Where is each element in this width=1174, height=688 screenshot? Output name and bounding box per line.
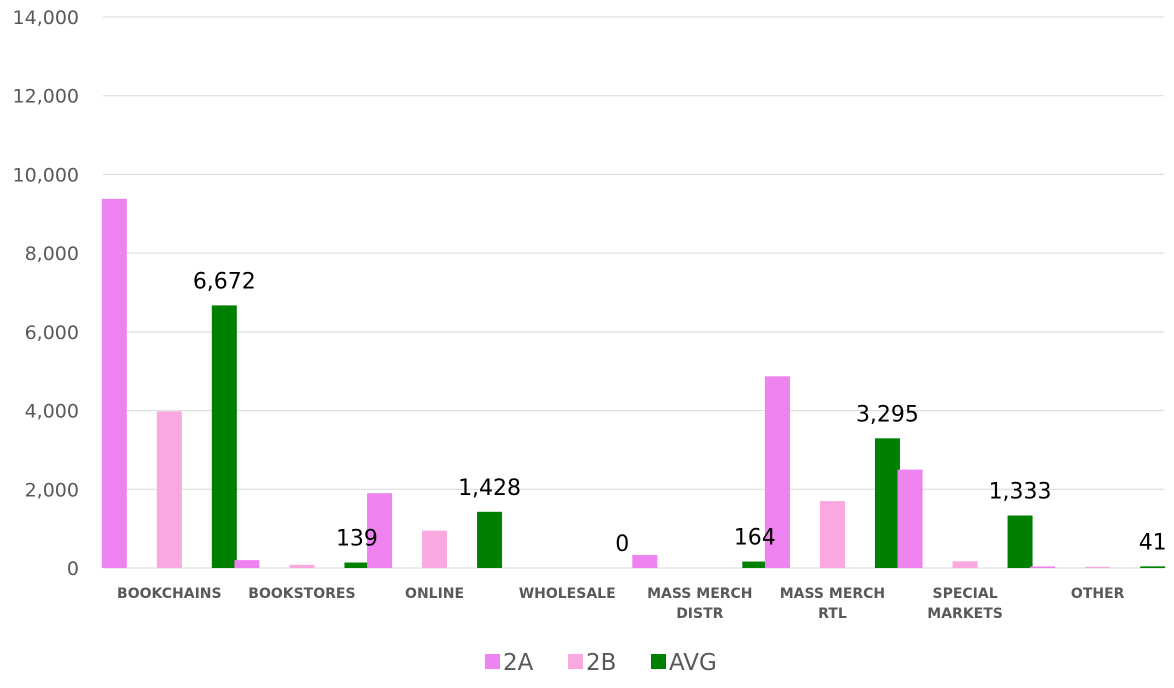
data-label-5: 3,295	[856, 402, 919, 427]
bar-2a-7	[1030, 566, 1056, 568]
y-tick-label: 10,000	[13, 164, 79, 186]
x-tick-label: BOOKCHAINS	[117, 586, 222, 602]
x-tick-label: MASS MERCH DISTR	[647, 586, 752, 622]
bar-2b-1	[289, 564, 315, 568]
x-tick-label: ONLINE	[405, 586, 464, 602]
bar-2b-7	[1085, 566, 1111, 568]
bars	[101, 198, 1166, 568]
y-tick-label: 12,000	[13, 86, 79, 108]
bar-2b-6	[952, 561, 978, 568]
bar-2a-1	[234, 560, 260, 568]
y-tick-label: 2,000	[25, 479, 79, 501]
y-tick-label: 4,000	[25, 401, 79, 423]
x-tick-label: SPECIAL MARKETS	[927, 586, 1003, 622]
bar-2b-2	[422, 530, 448, 568]
bar-avg-7	[1140, 566, 1166, 568]
x-tick-label: OTHER	[1071, 586, 1125, 602]
bar-2a-0	[101, 198, 127, 568]
bar-avg-5	[874, 438, 900, 568]
data-label-3: 0	[615, 532, 629, 557]
y-axis-ticks: 0 2,000 4,000 6,000 8,000 10,000 12,000 14,000	[13, 7, 79, 580]
y-tick-label: 14,000	[13, 7, 79, 29]
data-labels: 6,672 139 1,428 0 164 3,295 1,333 41	[193, 269, 1167, 557]
x-axis-ticks: BOOKCHAINS BOOKSTORES ONLINE WHOLESALE MASS …	[117, 586, 1125, 622]
data-label-1: 139	[336, 527, 378, 552]
x-tick-label: WHOLESALE	[519, 586, 616, 602]
gridlines	[103, 16, 1164, 569]
data-label-6: 1,333	[989, 480, 1052, 505]
x-tick-label: BOOKSTORES	[248, 586, 355, 602]
legend-swatch-2a	[485, 654, 500, 669]
bar-2b-5	[819, 501, 845, 568]
bar-2a-5	[764, 376, 790, 568]
legend: 2A 2B AVG	[485, 650, 717, 676]
data-label-0: 6,672	[193, 269, 256, 294]
legend-label-avg: AVG	[669, 650, 717, 676]
bar-2a-6	[897, 469, 923, 568]
x-tick-label: MASS MERCH RTL	[780, 586, 885, 622]
bar-avg-4	[742, 561, 768, 568]
legend-swatch-avg	[651, 654, 666, 669]
legend-label-2a: 2A	[503, 650, 534, 676]
y-tick-label: 6,000	[25, 322, 79, 344]
y-tick-label: 0	[67, 558, 79, 580]
bar-avg-6	[1007, 515, 1033, 568]
bar-avg-1	[344, 562, 370, 568]
bar-2a-4	[632, 555, 658, 568]
data-label-7: 41	[1139, 530, 1167, 555]
y-tick-label: 8,000	[25, 243, 79, 265]
bar-avg-2	[477, 511, 503, 568]
data-label-2: 1,428	[458, 476, 521, 501]
legend-label-2b: 2B	[586, 650, 616, 676]
data-label-4: 164	[734, 526, 776, 551]
bar-avg-0	[211, 305, 237, 568]
legend-swatch-2b	[568, 654, 583, 669]
bar-2b-0	[156, 411, 182, 568]
bar-2a-2	[367, 493, 393, 568]
